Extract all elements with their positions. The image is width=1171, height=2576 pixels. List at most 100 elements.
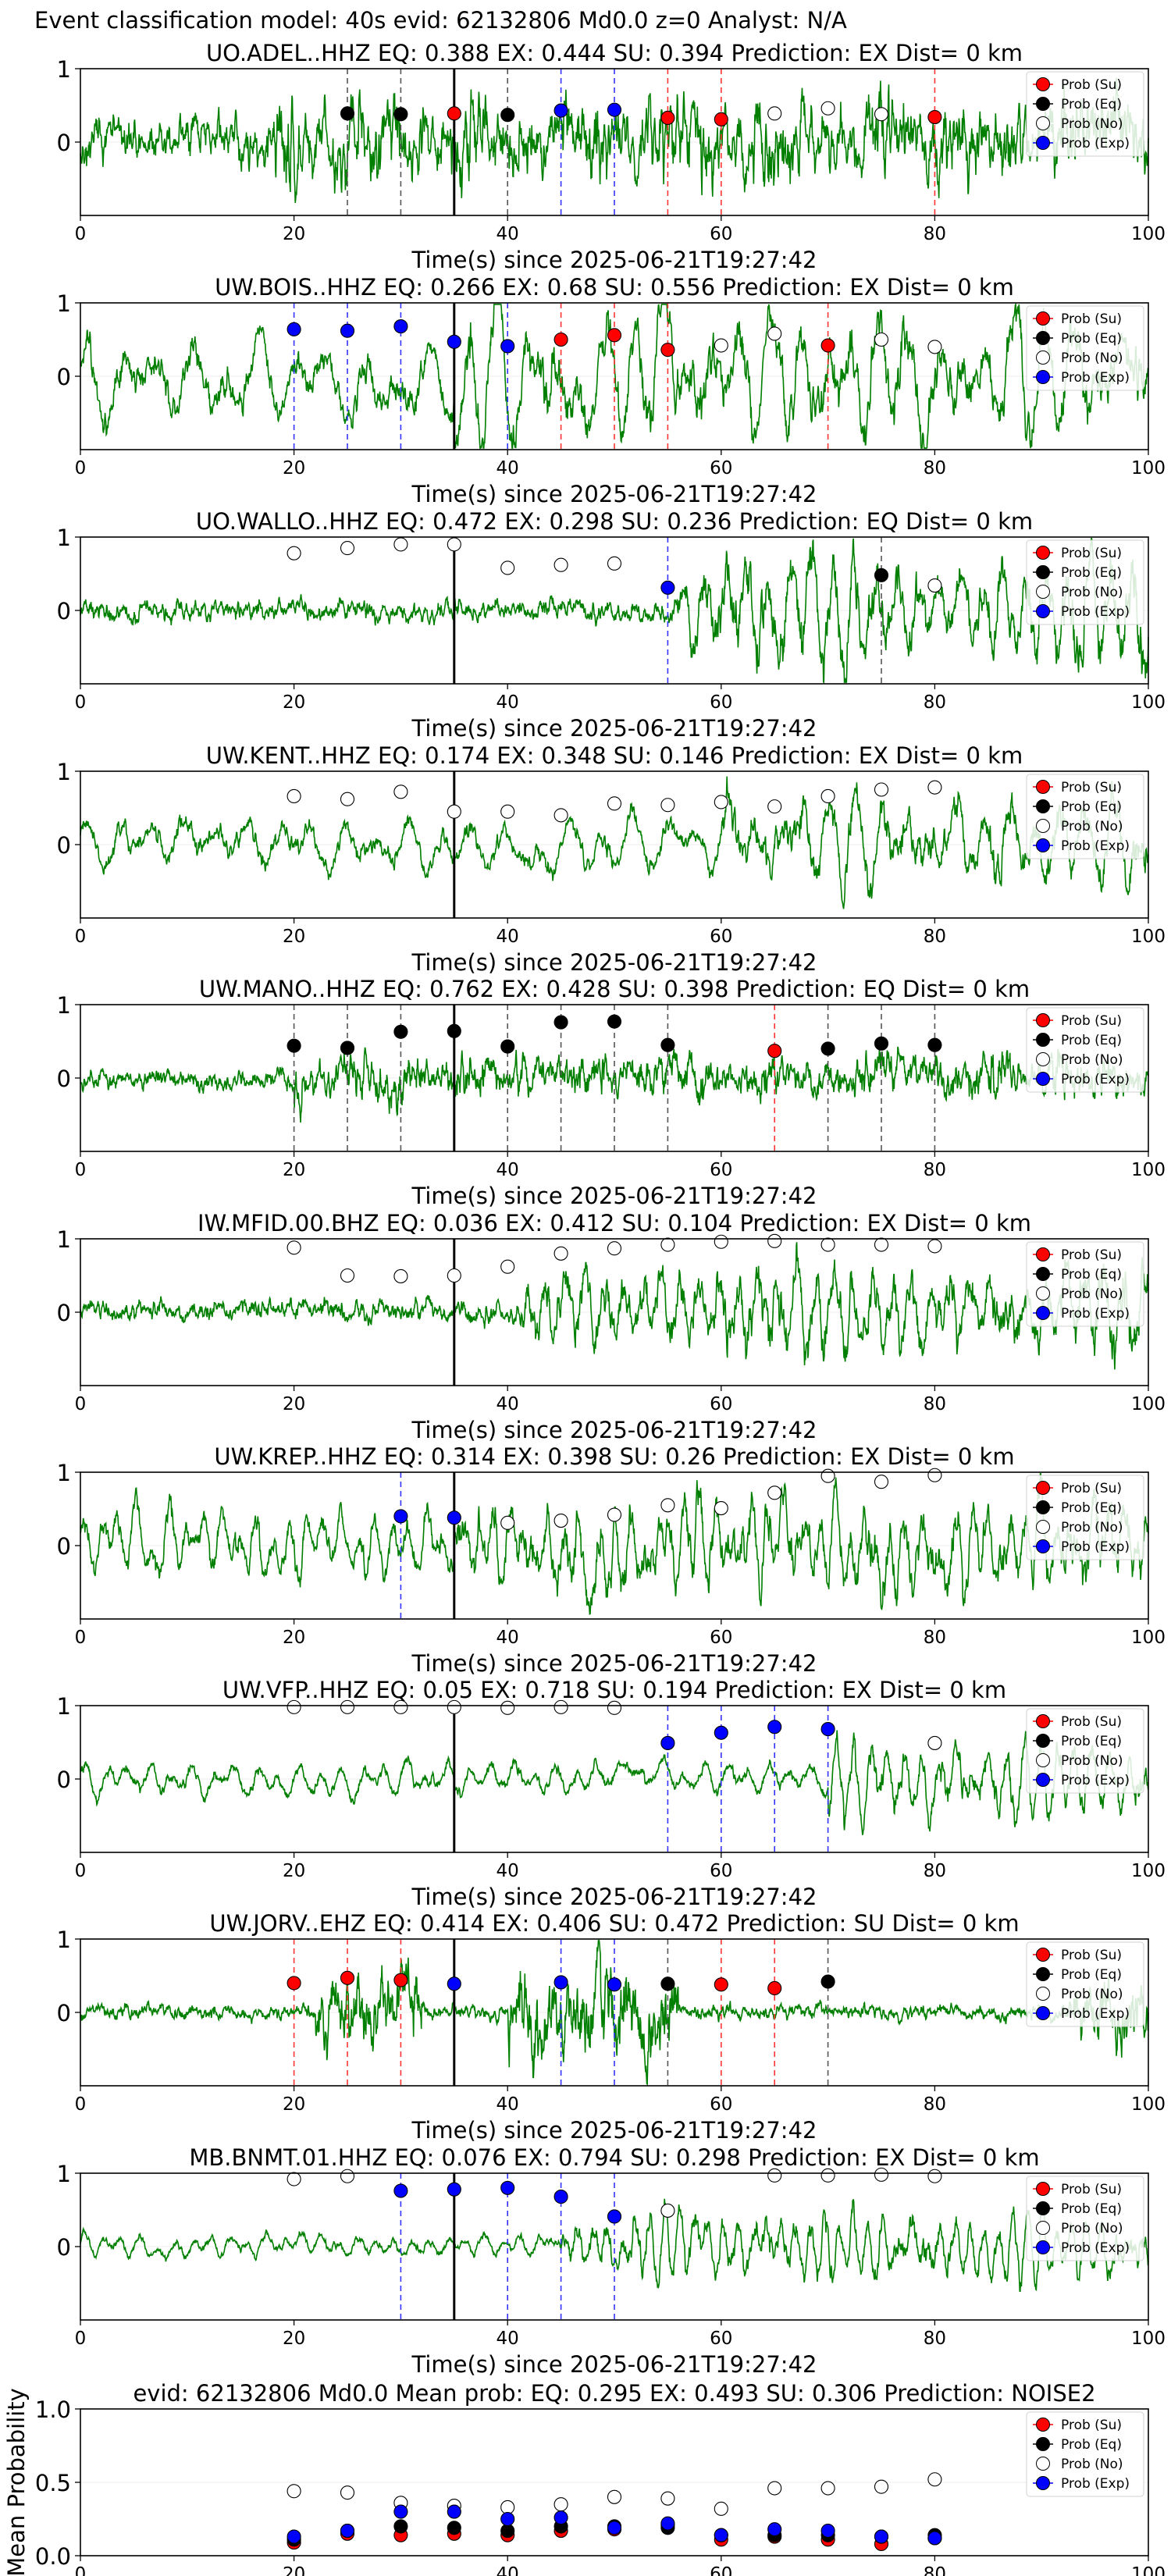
prob-point-4-5: [553, 1015, 568, 1030]
legend-marker-2-3: [1036, 604, 1050, 618]
panel-7: 0 20 40 60 80 100 0 1 UW.VFP..HHZ EQ: 0.05 EX: 0…: [57, 1677, 1166, 1910]
prob-point-8-7: [714, 1977, 728, 1992]
waveform-trace-6: [80, 1473, 1149, 1615]
panel-xlabel-2: Time(s) since 2025-06-21T19:27:42: [411, 715, 817, 742]
panel-4: 0 20 40 60 80 100 0 1 UW.MANO..HHZ EQ: 0.762 EX:…: [57, 976, 1166, 1209]
prob-point-6-4: [607, 1507, 622, 1522]
legend-marker-9-2: [1036, 2221, 1050, 2235]
prob-point-2-1: [340, 541, 355, 556]
xtick-label-4-4: 80: [924, 1160, 946, 1180]
prob-point-9-0: [287, 2172, 301, 2186]
panel-title-1: UW.BOIS..HHZ EQ: 0.266 EX: 0.68 SU: 0.55…: [215, 274, 1014, 301]
panel-title-8: UW.JORV..EHZ EQ: 0.414 EX: 0.406 SU: 0.4…: [209, 1910, 1019, 1937]
ytick-label-9-1: 1: [57, 2161, 71, 2187]
legend-label-6-2: Prob (No): [1061, 1520, 1123, 1535]
xtick-label-1-2: 40: [497, 458, 519, 479]
xtick-label-5-5: 100: [1131, 1394, 1166, 1414]
ytick-label-1-0: 0: [57, 364, 71, 390]
xtick-label-7-3: 60: [710, 1861, 732, 1881]
ytick-label-1-1: 1: [57, 290, 71, 317]
mean-point-no-12: [927, 2472, 942, 2487]
panel-2: 0 20 40 60 80 100 0 1 UO.WALLO..HHZ EQ: 0.472 EX…: [57, 508, 1166, 742]
mean-point-eq-3: [447, 2521, 461, 2535]
mean-point-exp-2: [393, 2504, 408, 2519]
legend-marker-6-3: [1036, 1539, 1050, 1553]
ytick-label-0-1: 1: [57, 56, 71, 83]
xtick-label-10-1: 20: [283, 2564, 305, 2576]
prob-point-8-2: [393, 1973, 408, 1987]
legend-marker-9-0: [1036, 2182, 1050, 2196]
legend-marker-0-1: [1036, 97, 1050, 111]
legend-marker-3-1: [1036, 799, 1050, 813]
legend-marker-4-2: [1036, 1052, 1050, 1066]
prob-point-4-3: [447, 1023, 461, 1038]
legend-box-8: [1026, 1941, 1144, 2027]
prob-point-9-5: [553, 2190, 568, 2204]
legend-marker-3-3: [1036, 838, 1050, 852]
axes-frame-6: [80, 1471, 1149, 1620]
xtick-label-10-2: 40: [497, 2564, 519, 2576]
ytick-label-4-1: 1: [57, 992, 71, 1019]
legend-label-1-2: Prob (No): [1061, 350, 1123, 366]
xtick-label-5-1: 20: [283, 1394, 305, 1414]
prob-point-1-6: [607, 328, 622, 343]
prob-point-8-8: [767, 1980, 782, 1996]
prob-point-2-4: [500, 560, 515, 575]
legend-marker-9-3: [1036, 2240, 1050, 2254]
prob-point-1-4: [500, 339, 515, 354]
panel-xlabel-7: Time(s) since 2025-06-21T19:27:42: [411, 1884, 817, 1910]
legend-marker-0-3: [1036, 136, 1050, 150]
figure-suptitle: Event classification model: 40s evid: 62…: [34, 7, 847, 34]
legend-label-3-3: Prob (Exp): [1061, 838, 1130, 854]
prob-point-6-9: [874, 1475, 889, 1489]
prob-point-9-11: [927, 2169, 942, 2183]
ytick-label-2-0: 0: [57, 598, 71, 624]
panel-title-9: MB.BNMT.01.HHZ EQ: 0.076 EX: 0.794 SU: 0…: [189, 2144, 1039, 2171]
legend-marker-10-1: [1036, 2437, 1050, 2451]
xtick-label-5-0: 0: [75, 1394, 87, 1414]
legend-marker-6-2: [1036, 1520, 1050, 1534]
prob-point-9-3: [447, 2182, 461, 2197]
prob-point-7-10: [820, 1722, 835, 1737]
prob-point-3-9: [767, 799, 782, 814]
prob-point-7-2: [393, 1699, 408, 1714]
prob-point-0-6: [660, 110, 675, 126]
legend-box-9: [1026, 2176, 1144, 2261]
xtick-label-4-0: 0: [75, 1160, 87, 1180]
legend-label-6-1: Prob (Eq): [1061, 1500, 1122, 1516]
mean-point-exp-3: [447, 2504, 461, 2519]
prob-point-5-0: [287, 1240, 301, 1255]
panel-8: 0 20 40 60 80 100 0 1 UW.JORV..EHZ EQ: 0.414 EX:…: [57, 1910, 1166, 2144]
prob-point-7-8: [714, 1725, 728, 1740]
prob-point-0-1: [393, 107, 408, 122]
prob-point-1-8: [714, 338, 728, 353]
xtick-label-6-0: 0: [75, 1628, 87, 1648]
ytick-label-0-0: 0: [57, 130, 71, 156]
legend-marker-2-0: [1036, 546, 1050, 560]
legend-label-9-1: Prob (Eq): [1061, 2201, 1122, 2217]
legend-label-7-2: Prob (No): [1061, 1753, 1123, 1769]
panel-10: 0 20 40 60 80 100 0.0 0.5 1.0 evid: 62132806 Md0.…: [3, 2380, 1166, 2576]
legend-label-10-2: Prob (No): [1061, 2457, 1123, 2472]
prob-point-1-10: [820, 338, 835, 353]
panel-xlabel-6: Time(s) since 2025-06-21T19:27:42: [411, 1650, 817, 1677]
mean-point-no-0: [287, 2484, 301, 2499]
legend-label-0-0: Prob (Su): [1061, 77, 1122, 93]
prob-point-1-7: [660, 343, 675, 358]
xtick-label-5-3: 60: [710, 1394, 732, 1414]
prob-point-2-9: [927, 578, 942, 593]
ytick-label-3-1: 1: [57, 759, 71, 785]
legend-label-4-0: Prob (Su): [1061, 1013, 1122, 1029]
prob-point-4-9: [820, 1041, 835, 1056]
mean-point-no-1: [340, 2485, 355, 2500]
legend-label-2-3: Prob (Exp): [1061, 604, 1130, 620]
prob-point-5-1: [340, 1268, 355, 1283]
xtick-label-0-3: 60: [710, 224, 732, 244]
xtick-label-8-4: 80: [924, 2094, 946, 2115]
prob-point-2-3: [447, 537, 461, 552]
legend-marker-1-0: [1036, 311, 1050, 326]
ytick-label-8-1: 1: [57, 1927, 71, 1953]
xtick-label-6-4: 80: [924, 1628, 946, 1648]
prob-point-6-3: [553, 1513, 568, 1528]
legend-box-1: [1026, 305, 1144, 391]
